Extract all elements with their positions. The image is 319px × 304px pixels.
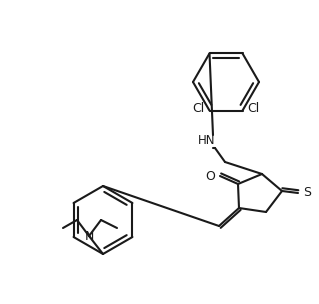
Text: O: O (205, 170, 215, 182)
Text: N: N (84, 230, 94, 243)
Text: Cl: Cl (192, 102, 204, 115)
Text: HN: HN (198, 133, 216, 147)
Text: Cl: Cl (248, 102, 260, 115)
Text: S: S (303, 186, 311, 199)
